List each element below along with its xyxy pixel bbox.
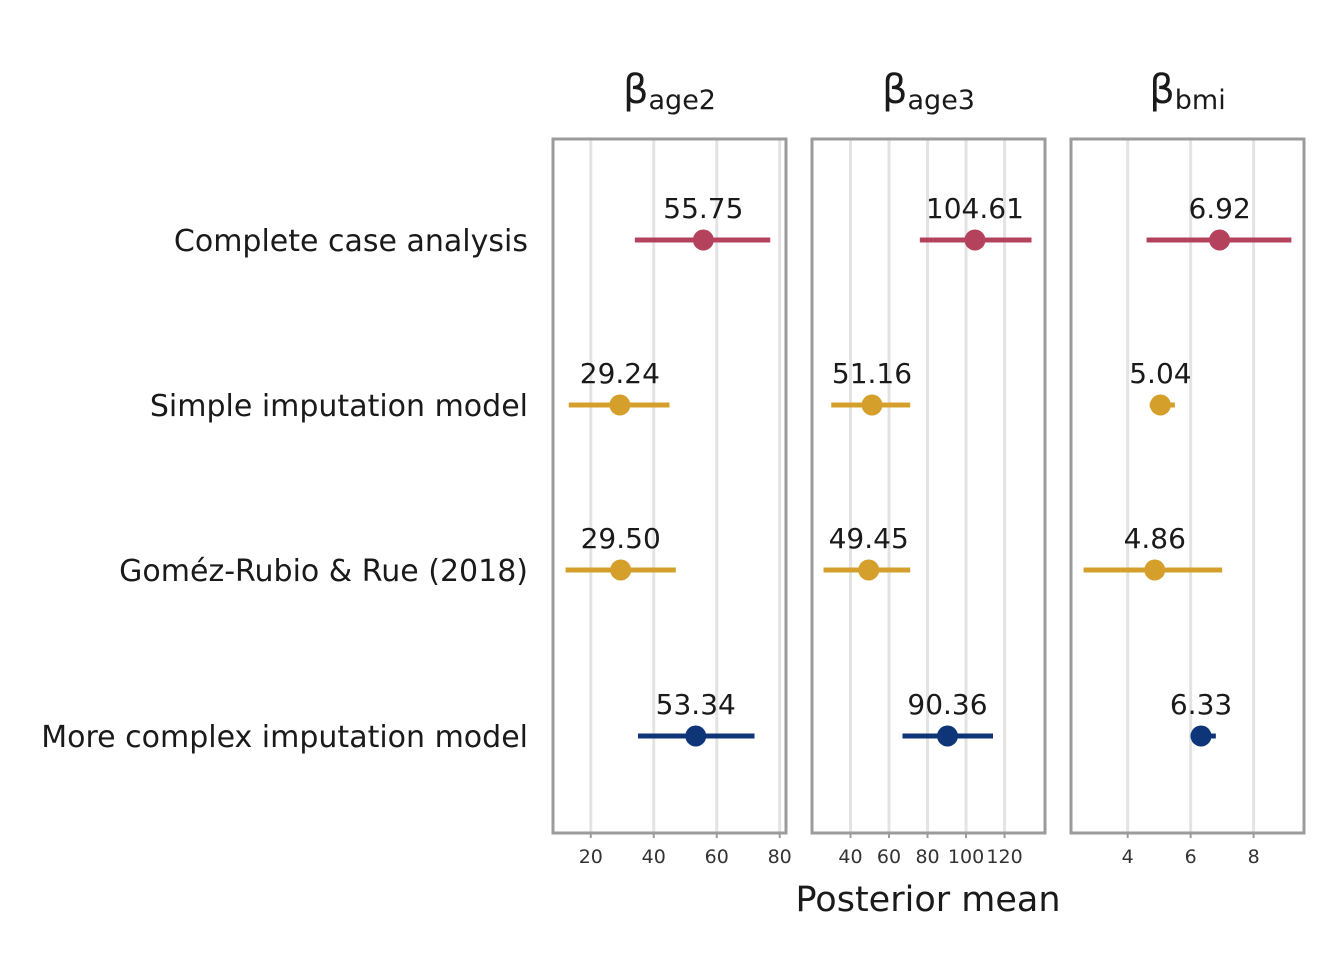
row-labels: Complete case analysis Simple imputation … (41, 224, 528, 755)
mean-point (1149, 394, 1171, 416)
estimate-age3-complete-case-analysis: 104.61 (919, 192, 1032, 251)
panel-title-age3: βage3 (882, 67, 975, 116)
value-label: 51.16 (832, 357, 912, 390)
x-tick-label: 40 (642, 846, 666, 868)
value-label: 6.33 (1170, 688, 1232, 721)
x-tick-label: 40 (838, 846, 862, 868)
value-label: 53.34 (656, 688, 736, 721)
x-tick-label: 80 (768, 846, 792, 868)
value-label: 90.36 (907, 688, 987, 721)
mean-point (861, 394, 883, 416)
row-label-complete-case-analysis: Complete case analysis (174, 224, 528, 259)
mean-point (610, 559, 632, 581)
estimate-age2-more-complex-imputation-model: 53.34 (638, 688, 755, 747)
estimate-age3-gom-z-rubio-rue-2018: 49.45 (823, 522, 911, 581)
mean-point (685, 725, 707, 747)
estimate-bmi-simple-imputation-model: 5.04 (1129, 357, 1192, 416)
value-label: 5.04 (1129, 357, 1191, 390)
mean-point (858, 559, 880, 581)
panel-border (551, 137, 788, 835)
row-label-simple-imputation-model: Simple imputation model (150, 389, 528, 424)
value-label: 4.86 (1124, 522, 1186, 555)
x-tick-label: 120 (986, 846, 1022, 868)
estimate-age2-complete-case-analysis: 55.75 (634, 192, 771, 251)
estimate-bmi-gom-z-rubio-rue-2018: 4.86 (1083, 522, 1223, 581)
value-label: 49.45 (829, 522, 909, 555)
x-tick-label: 20 (579, 846, 603, 868)
panel-title-bmi: βbmi (1149, 67, 1225, 116)
panel-bmi: βbmi 4 6 8 6.92 5.04 4.86 6.33 (1069, 67, 1306, 868)
value-label: 29.50 (581, 522, 661, 555)
mean-point (936, 725, 958, 747)
row-label-more-complex-imputation-model: More complex imputation model (41, 720, 528, 755)
value-label: 104.61 (926, 192, 1024, 225)
x-tick-label: 80 (915, 846, 939, 868)
row-label-gom-z-rubio-rue-2018: Goméz-Rubio & Rue (2018) (119, 554, 528, 589)
panel-age3: βage3 40 60 80 100 120 104.61 51.16 49.45 90.36 (810, 67, 1047, 868)
estimate-age3-more-complex-imputation-model: 90.36 (902, 688, 994, 747)
x-tick-label: 60 (705, 846, 729, 868)
panel-age2: βage2 20 40 60 80 55.75 29.24 29.50 53.34 (551, 67, 792, 868)
estimate-bmi-complete-case-analysis: 6.92 (1146, 192, 1292, 251)
x-tick-label: 4 (1122, 846, 1134, 868)
facet-panels: βage2 20 40 60 80 55.75 29.24 29.50 53.34 βage3 40… (551, 67, 1306, 868)
x-tick-label: 6 (1185, 846, 1197, 868)
x-axis-title: Posterior mean (795, 880, 1060, 920)
estimate-age3-simple-imputation-model: 51.16 (831, 357, 912, 416)
x-tick-label: 8 (1248, 846, 1260, 868)
mean-point (1144, 559, 1166, 581)
estimate-bmi-more-complex-imputation-model: 6.33 (1170, 688, 1232, 747)
value-label: 6.92 (1188, 192, 1250, 225)
x-tick-label: 60 (877, 846, 901, 868)
mean-point (1209, 229, 1231, 251)
mean-point (1190, 725, 1212, 747)
estimate-age2-simple-imputation-model: 29.24 (568, 357, 670, 416)
mean-point (964, 229, 986, 251)
mean-point (609, 394, 631, 416)
mean-point (692, 229, 714, 251)
panel-border (1069, 137, 1306, 835)
x-tick-label: 100 (948, 846, 984, 868)
estimate-age2-gom-z-rubio-rue-2018: 29.50 (565, 522, 676, 581)
value-label: 29.24 (580, 357, 660, 390)
value-label: 55.75 (663, 192, 743, 225)
panel-title-age2: βage2 (623, 67, 716, 116)
